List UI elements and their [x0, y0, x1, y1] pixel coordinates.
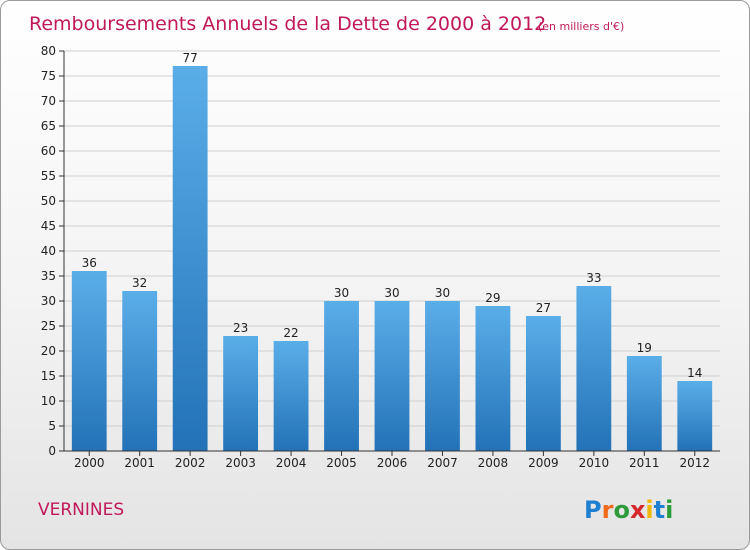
- x-tick-label: 2008: [478, 456, 509, 470]
- bar-2007: [425, 301, 460, 451]
- bars: 36 32 77 23 22 30 30 30 29 27 33 19 14: [71, 51, 713, 451]
- logo-letter: P: [584, 496, 602, 524]
- bar-2008: [475, 306, 511, 451]
- x-tick-label: 2010: [579, 456, 610, 470]
- bar-value-label: 22: [283, 326, 298, 340]
- y-tick-label: 45: [41, 219, 56, 233]
- proxiti-logo: Proxiti: [584, 496, 673, 524]
- bar-2001: [122, 291, 158, 451]
- chart-subtitle: (en milliers d'€): [538, 20, 624, 33]
- x-tick-label: 2009: [528, 456, 559, 470]
- y-tick-label: 50: [41, 194, 56, 208]
- y-tick-label: 55: [41, 169, 56, 183]
- y-tick-label: 10: [41, 394, 56, 408]
- bar-2004: [273, 341, 309, 451]
- y-tick-label: 15: [41, 369, 56, 383]
- y-tick-label: 80: [41, 44, 56, 58]
- bar-2011: [626, 356, 662, 451]
- logo-letter: i: [645, 496, 653, 524]
- place-name: VERNINES: [38, 500, 124, 520]
- bar-value-label: 19: [637, 341, 652, 355]
- bar-value-label: 29: [485, 291, 500, 305]
- bar-value-label: 36: [82, 256, 97, 270]
- y-tick-label: 40: [41, 244, 56, 258]
- bar-value-label: 33: [586, 271, 601, 285]
- x-tick-label: 2012: [679, 456, 710, 470]
- bar-value-label: 14: [687, 366, 702, 380]
- x-tick-label: 2000: [74, 456, 105, 470]
- y-tick-label: 20: [41, 344, 56, 358]
- y-tick-label: 35: [41, 269, 56, 283]
- x-tick-label: 2005: [326, 456, 357, 470]
- bar-value-label: 77: [183, 51, 198, 65]
- y-tick-label: 65: [41, 119, 56, 133]
- y-tick-label: 0: [48, 444, 56, 458]
- bar-value-label: 30: [384, 286, 399, 300]
- y-tick-label: 30: [41, 294, 56, 308]
- bar-2009: [525, 316, 561, 451]
- x-tick-label: 2001: [124, 456, 155, 470]
- y-tick-label: 70: [41, 94, 56, 108]
- bar-2002: [172, 66, 208, 451]
- y-tick-label: 75: [41, 69, 56, 83]
- bar-2012: [677, 381, 713, 451]
- logo-letter: i: [665, 496, 673, 524]
- chart-title: Remboursements Annuels de la Dette de 20…: [29, 13, 546, 35]
- bar-2000: [71, 271, 107, 451]
- y-tick-label: 5: [48, 419, 56, 433]
- x-tick-label: 2002: [175, 456, 206, 470]
- logo-letter: r: [602, 496, 614, 524]
- bar-2006: [374, 301, 410, 451]
- logo-letter: x: [630, 496, 646, 524]
- bar-value-label: 23: [233, 321, 248, 335]
- x-tick-label: 2006: [377, 456, 408, 470]
- bar-2005: [324, 301, 359, 451]
- bar-value-label: 27: [536, 301, 551, 315]
- x-tick-label: 2007: [427, 456, 458, 470]
- logo-letter: o: [613, 496, 630, 524]
- bar-2003: [223, 336, 259, 451]
- x-tick-label: 2011: [629, 456, 660, 470]
- bar-2010: [576, 286, 612, 451]
- logo-letter: t: [654, 496, 665, 524]
- x-tick-label: 2004: [276, 456, 307, 470]
- bar-value-label: 30: [334, 286, 349, 300]
- bar-value-label: 30: [435, 286, 450, 300]
- axes: 0 5 10 15 20 25 30 35 40 45 50 55 60 65 70 75 80 2000 2001…: [41, 44, 720, 470]
- x-tick-label: 2003: [225, 456, 256, 470]
- y-tick-label: 25: [41, 319, 56, 333]
- bar-value-label: 32: [132, 276, 147, 290]
- y-tick-label: 60: [41, 144, 56, 158]
